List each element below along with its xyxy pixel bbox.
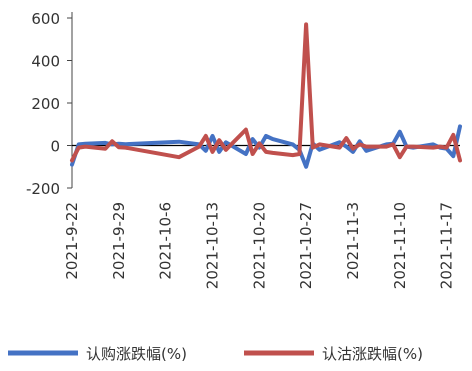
legend-item-call: 认购涨跌幅(%) <box>8 345 187 363</box>
y-tick-label: 400 <box>31 53 60 71</box>
x-tick-label: 2021-10-13 <box>203 202 221 289</box>
y-tick-label: 0 <box>50 138 60 156</box>
x-tick-label: 2021-11-17 <box>438 202 456 289</box>
x-tick-label: 2021-11-3 <box>344 202 362 280</box>
y-tick-label: 600 <box>31 10 60 28</box>
y-tick-label: 200 <box>31 95 60 113</box>
series-line-call <box>70 124 462 169</box>
legend-label-call: 认购涨跌幅(%) <box>86 345 187 363</box>
x-tick-label: 2021-9-22 <box>63 202 81 280</box>
series-line-put <box>70 22 462 163</box>
x-tick-label: 2021-10-27 <box>297 202 315 289</box>
legend: 认购涨跌幅(%) 认沽涨跌幅(%) <box>8 345 423 363</box>
x-tick-label: 2021-11-10 <box>391 202 409 289</box>
y-tick-label: -200 <box>26 180 60 198</box>
x-tick-label: 2021-10-20 <box>250 202 268 289</box>
series-group <box>70 22 462 169</box>
legend-label-put: 认沽涨跌幅(%) <box>322 345 423 363</box>
x-axis: 2021-9-22 2021-9-29 2021-10-6 2021-10-13 202… <box>63 144 460 289</box>
x-tick-label: 2021-9-29 <box>110 202 128 280</box>
y-axis: -200 0 200 400 600 <box>26 10 73 198</box>
x-tick-label: 2021-10-6 <box>157 202 175 280</box>
legend-item-put: 认沽涨跌幅(%) <box>244 345 423 363</box>
